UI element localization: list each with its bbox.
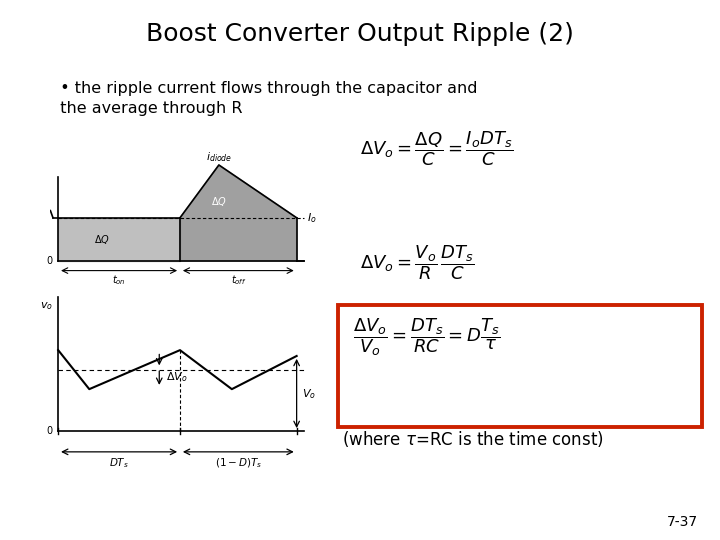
FancyBboxPatch shape <box>338 305 702 427</box>
Text: 0: 0 <box>47 256 53 266</box>
Text: $\Delta V_o$: $\Delta V_o$ <box>166 370 187 383</box>
Text: $\Delta V_o = \dfrac{V_o}{R}\,\dfrac{DT_s}{C}$: $\Delta V_o = \dfrac{V_o}{R}\,\dfrac{DT_… <box>360 243 474 282</box>
Text: $(1-D)T_s$: $(1-D)T_s$ <box>215 456 262 470</box>
Text: Boost Converter Output Ripple (2): Boost Converter Output Ripple (2) <box>146 22 574 45</box>
Text: 7-37: 7-37 <box>667 515 698 529</box>
Text: $i_{diode}$: $i_{diode}$ <box>206 151 233 164</box>
Text: $I_o$: $I_o$ <box>307 211 317 225</box>
Text: $t_{on}$: $t_{on}$ <box>112 273 126 287</box>
Text: $t_{off}$: $t_{off}$ <box>230 273 246 287</box>
Text: $V_o$: $V_o$ <box>302 387 316 401</box>
Text: $\Delta Q$: $\Delta Q$ <box>211 194 227 207</box>
Text: $DT_s$: $DT_s$ <box>109 456 129 470</box>
Text: $\dfrac{\Delta V_o}{V_o} = \dfrac{DT_s}{RC} = D\dfrac{T_s}{\tau}$: $\dfrac{\Delta V_o}{V_o} = \dfrac{DT_s}{… <box>353 316 500 357</box>
Text: $v_o$: $v_o$ <box>40 300 53 312</box>
Text: $\Delta V_o = \dfrac{\Delta Q}{C} = \dfrac{I_o DT_s}{C}$: $\Delta V_o = \dfrac{\Delta Q}{C} = \dfr… <box>360 130 513 168</box>
Polygon shape <box>180 165 297 261</box>
Text: $\Delta Q$: $\Delta Q$ <box>94 233 110 246</box>
Polygon shape <box>58 218 180 261</box>
Text: (where $\tau$=RC is the time const): (where $\tau$=RC is the time const) <box>342 429 603 449</box>
Text: 0: 0 <box>47 426 53 436</box>
Text: • the ripple current flows through the capacitor and
  the average through R: • the ripple current flows through the c… <box>50 81 478 116</box>
